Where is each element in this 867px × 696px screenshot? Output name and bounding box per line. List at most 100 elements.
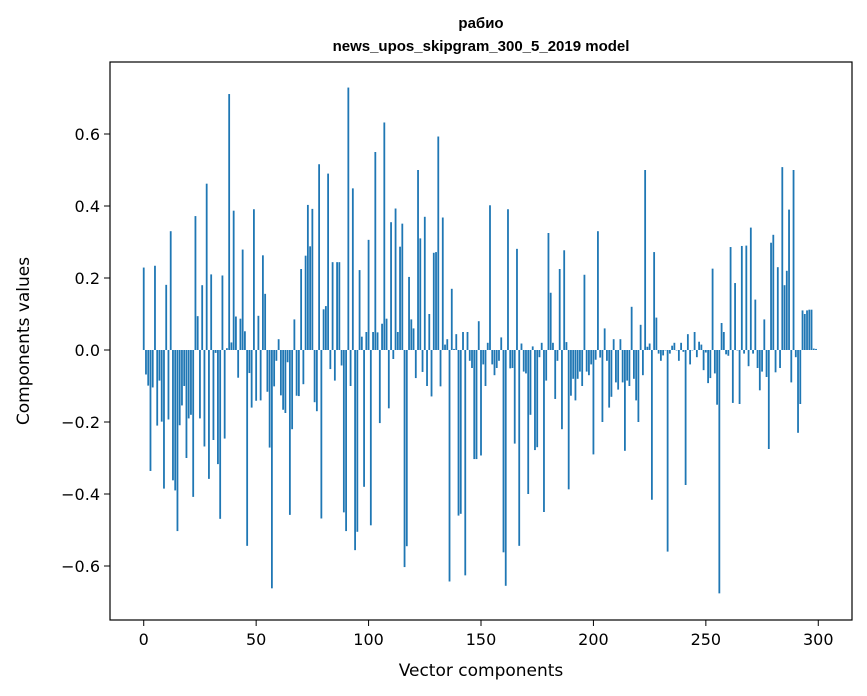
bar-256 (718, 350, 721, 594)
bar-117 (405, 350, 408, 547)
bar-96 (358, 270, 361, 350)
bar-64 (286, 350, 289, 363)
bar-279 (770, 242, 772, 350)
bar-20 (187, 350, 190, 419)
bar-14 (174, 350, 177, 491)
bar-188 (565, 342, 568, 350)
bar-295 (806, 310, 808, 350)
bar-25 (199, 350, 201, 419)
bar-284 (781, 167, 784, 350)
bar-97 (360, 336, 363, 350)
bar-0 (142, 267, 145, 350)
y-tick-label: 0.0 (75, 341, 100, 360)
bar-11 (167, 350, 170, 420)
bar-297 (810, 309, 813, 350)
bar-173 (531, 346, 534, 350)
bar-139 (455, 334, 458, 350)
bar-63 (284, 350, 287, 413)
bar-76 (313, 350, 316, 403)
bar-134 (444, 344, 446, 350)
bar-93 (351, 188, 354, 350)
bar-112 (394, 208, 397, 350)
bar-243 (689, 350, 692, 365)
bar-181 (549, 292, 552, 350)
bar-102 (372, 332, 374, 350)
bar-7 (158, 350, 161, 381)
bar-6 (156, 350, 159, 426)
bar-81 (324, 306, 327, 350)
x-tick-label: 200 (578, 630, 609, 649)
bar-233 (666, 350, 669, 552)
bar-115 (401, 223, 404, 350)
bar-105 (378, 350, 381, 424)
chart-title: рабио (458, 15, 503, 32)
bar-50 (255, 350, 258, 401)
bar-229 (657, 350, 660, 354)
bar-18 (183, 350, 186, 386)
bar-110 (390, 222, 392, 350)
bar-123 (419, 238, 422, 350)
bar-54 (264, 293, 267, 350)
bar-129 (432, 252, 435, 350)
bar-258 (722, 332, 725, 350)
bar-299 (815, 348, 817, 350)
bar-130 (435, 252, 437, 350)
bar-280 (772, 234, 775, 350)
bar-42 (237, 350, 240, 378)
bar-277 (765, 350, 768, 377)
bar-142 (462, 332, 464, 350)
bar-216 (628, 350, 631, 386)
bar-193 (576, 350, 579, 379)
bar-146 (471, 350, 473, 368)
bar-210 (615, 350, 617, 383)
bar-109 (387, 350, 390, 409)
bar-126 (426, 350, 428, 386)
bar-260 (727, 350, 730, 356)
bar-79 (320, 350, 323, 519)
bar-136 (448, 350, 451, 582)
bar-74 (309, 246, 312, 350)
bar-272 (754, 299, 757, 350)
bar-22 (192, 350, 195, 497)
bar-15 (176, 350, 179, 532)
bar-73 (306, 204, 309, 350)
x-tick-label: 50 (246, 630, 266, 649)
bar-9 (163, 350, 165, 489)
bar-52 (259, 350, 262, 401)
bar-205 (603, 328, 606, 350)
bar-69 (297, 350, 300, 397)
bar-293 (801, 310, 804, 350)
bar-17 (181, 350, 183, 406)
bar-155 (491, 350, 494, 365)
bar-40 (232, 210, 235, 350)
bar-56 (268, 350, 271, 448)
bar-147 (473, 350, 476, 460)
bar-285 (783, 285, 786, 350)
bar-201 (594, 350, 597, 360)
bar-281 (774, 350, 777, 373)
bar-31 (212, 350, 215, 440)
bar-99 (365, 332, 368, 350)
bar-245 (693, 332, 696, 350)
bar-48 (250, 350, 253, 408)
bar-41 (235, 316, 237, 350)
bar-90 (345, 350, 347, 532)
bar-108 (385, 318, 388, 350)
bar-127 (428, 314, 431, 350)
bar-224 (646, 346, 649, 350)
bar-140 (457, 350, 460, 516)
bar-33 (217, 350, 219, 465)
bar-159 (500, 337, 503, 350)
bar-118 (408, 276, 410, 350)
bar-38 (228, 94, 231, 350)
bar-239 (680, 342, 683, 350)
bar-269 (747, 350, 750, 367)
plot-frame (109, 61, 853, 621)
x-tick-label: 0 (139, 630, 149, 649)
y-tick-label: 0.6 (75, 125, 100, 144)
bar-82 (327, 173, 330, 350)
bar-213 (621, 350, 624, 383)
bar-132 (439, 350, 442, 387)
y-tick-label: −0.6 (61, 557, 100, 576)
bar-208 (610, 350, 613, 397)
